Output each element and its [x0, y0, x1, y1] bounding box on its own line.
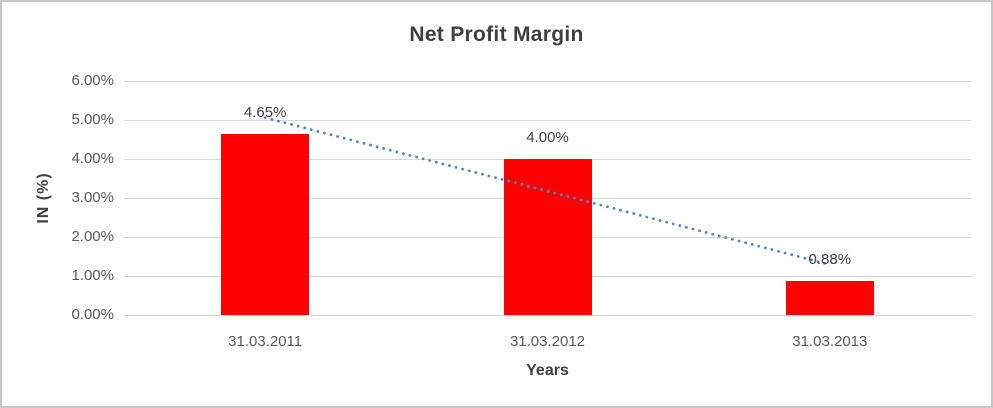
- x-tick-label: 31.03.2013: [792, 333, 868, 350]
- x-axis-title: Years: [526, 362, 569, 379]
- bar-31.03.2012: [503, 159, 592, 315]
- gridline: [124, 81, 971, 82]
- chart-title: Net Profit Margin: [409, 23, 584, 46]
- x-tick-label: 31.03.2012: [509, 333, 586, 350]
- y-tick-label: 4.00%: [71, 150, 114, 167]
- y-tick-label: 2.00%: [71, 228, 114, 245]
- y-tick-label: 3.00%: [71, 189, 114, 206]
- bar-data-label: 4.65%: [243, 103, 287, 121]
- y-tick-label: 5.00%: [71, 111, 114, 128]
- bar-data-label: 0.88%: [808, 250, 852, 268]
- x-tick-label: 31.03.2011: [228, 333, 303, 350]
- gridline: [124, 315, 971, 316]
- y-tick-label: 0.00%: [71, 306, 114, 323]
- bar-data-label: 4.00%: [526, 129, 569, 146]
- bar-31.03.2011: [221, 133, 310, 315]
- y-tick-label: 1.00%: [71, 267, 114, 284]
- bar-31.03.2013: [785, 280, 874, 315]
- y-tick-label: 6.00%: [71, 72, 114, 89]
